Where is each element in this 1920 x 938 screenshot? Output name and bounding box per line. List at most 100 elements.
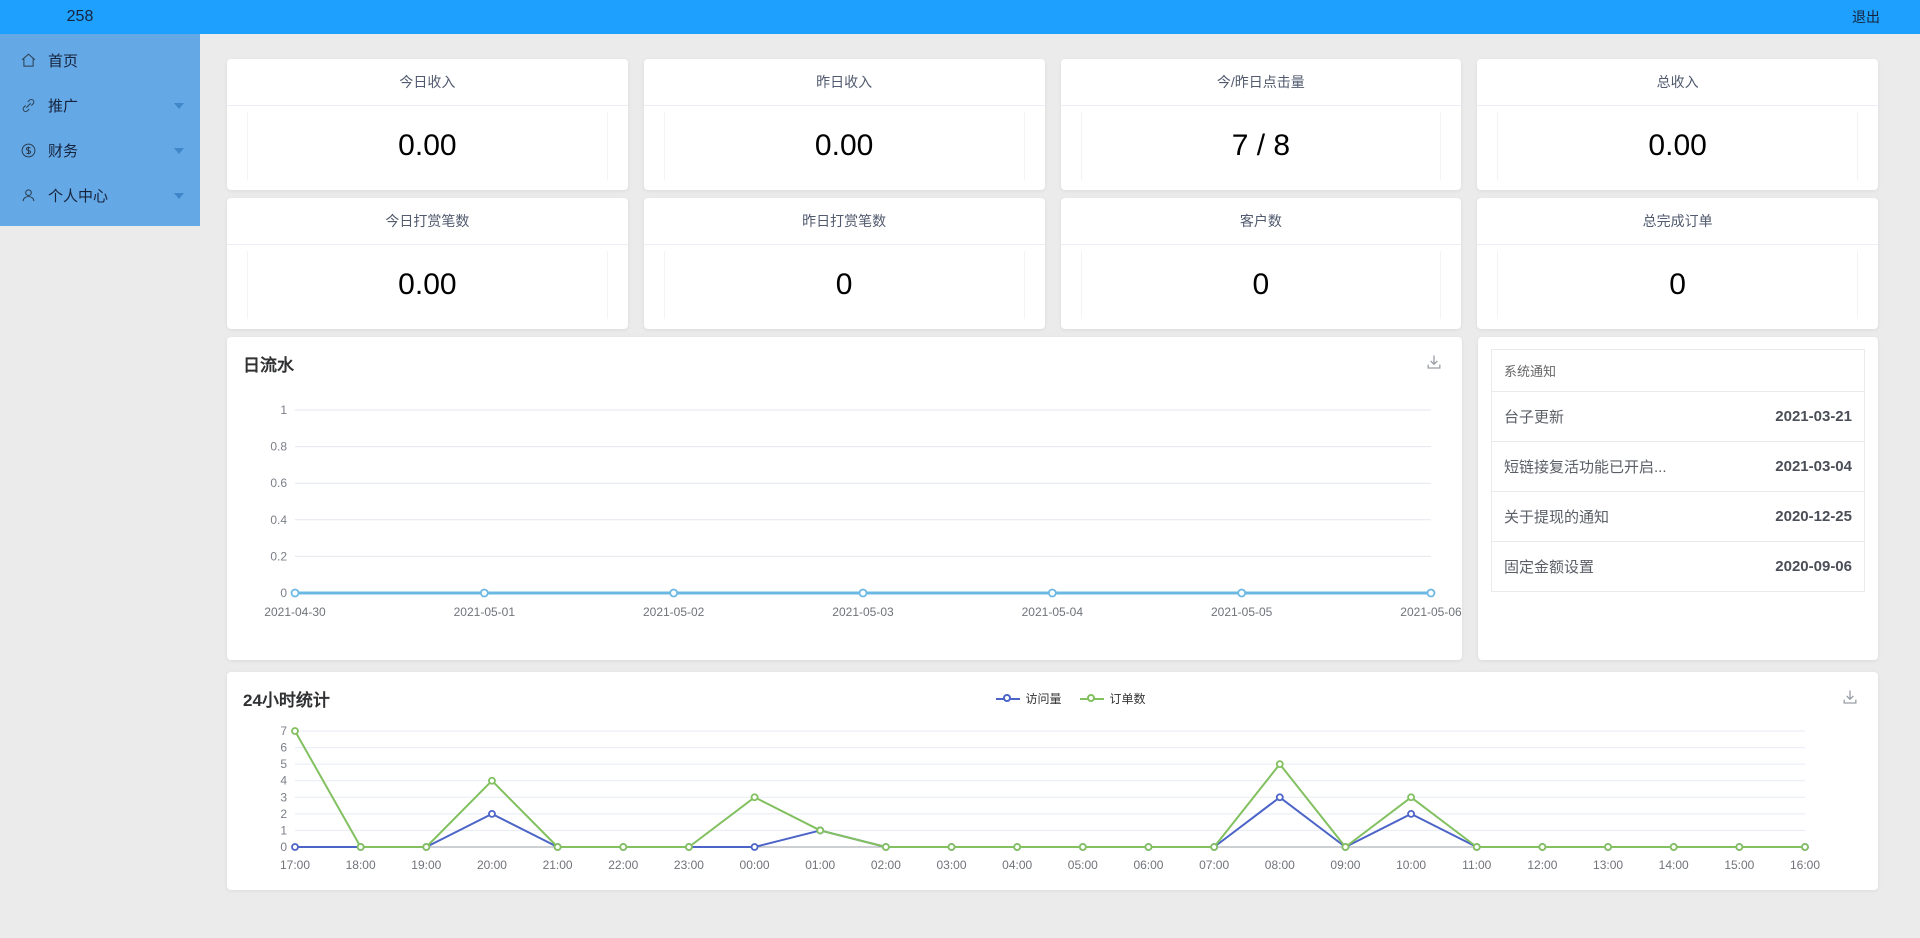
legend-item-orders[interactable]: 订单数: [1079, 690, 1146, 707]
notice-title: 固定金额设置: [1504, 559, 1595, 576]
daily-chart-title: 日流水: [243, 356, 294, 375]
sidebar-item-label: 个人中心: [48, 188, 109, 205]
svg-text:00:00: 00:00: [740, 858, 770, 872]
sidebar-item-finance[interactable]: 财务: [0, 128, 200, 173]
svg-text:2021-04-30: 2021-04-30: [264, 605, 326, 619]
stat-label: 客户数: [1060, 198, 1462, 245]
svg-text:0.2: 0.2: [270, 549, 287, 563]
download-icon[interactable]: [1424, 353, 1444, 378]
sidebar-item-label: 财务: [48, 143, 79, 160]
svg-text:22:00: 22:00: [608, 858, 638, 872]
stat-card-total-income: 总收入 0.00: [1477, 59, 1878, 190]
stat-label: 今/昨日点击量: [1060, 59, 1462, 106]
stat-card-yesterday-tips: 昨日打赏笔数 0: [643, 198, 1045, 329]
notice-row[interactable]: 台子更新 2021-03-21: [1492, 392, 1864, 442]
svg-text:04:00: 04:00: [1002, 858, 1032, 872]
svg-text:02:00: 02:00: [871, 858, 901, 872]
notice-row[interactable]: 固定金额设置 2020-09-06: [1492, 542, 1864, 591]
svg-text:1: 1: [280, 403, 287, 417]
svg-text:2: 2: [280, 807, 287, 821]
chevron-down-icon: [174, 147, 184, 154]
svg-text:2021-05-06: 2021-05-06: [1400, 605, 1462, 619]
svg-text:07:00: 07:00: [1199, 858, 1229, 872]
sidebar-item-label: 推广: [48, 98, 79, 115]
stat-value: 0.00: [398, 129, 457, 162]
daily-flow-card: 日流水 0 0.2 0.4 0.6 0.8 1 2021-04-30 2021-05-01 20…: [227, 337, 1462, 660]
hourly-stats-chart: 0 1 2 3 4 5 6 7 17:00 18:00 19:00 20:00 21:00 22:00 23…: [280, 724, 1820, 872]
svg-text:17:00: 17:00: [280, 858, 310, 872]
svg-text:5: 5: [280, 757, 287, 771]
svg-text:0: 0: [280, 586, 287, 600]
system-notice-card: 系统通知 台子更新 2021-03-21 短链接复活功能已开启... 2021-…: [1478, 337, 1878, 660]
svg-text:7: 7: [280, 724, 287, 738]
svg-text:20:00: 20:00: [477, 858, 507, 872]
svg-text:15:00: 15:00: [1724, 858, 1754, 872]
legend-label: 订单数: [1109, 692, 1146, 706]
sidebar-item-promotion[interactable]: 推广: [0, 83, 200, 128]
legend-label: 访问量: [1025, 692, 1062, 706]
notice-row[interactable]: 关于提现的通知 2020-12-25: [1492, 492, 1864, 542]
svg-text:2021-05-01: 2021-05-01: [454, 605, 516, 619]
svg-text:2021-05-02: 2021-05-02: [643, 605, 705, 619]
line-marker-icon: [995, 693, 1020, 704]
hourly-chart-title: 24小时统计: [243, 691, 330, 710]
svg-text:23:00: 23:00: [674, 858, 704, 872]
svg-text:0: 0: [280, 840, 287, 854]
stats-grid: 今日收入 0.00 昨日收入 0.00 今/昨日点击量 7 / 8 总收入 0.…: [227, 59, 1878, 329]
svg-text:0.8: 0.8: [270, 440, 287, 454]
stat-label: 总收入: [1477, 59, 1878, 106]
notice-title: 台子更新: [1504, 409, 1565, 426]
home-icon: [18, 51, 38, 71]
svg-text:6: 6: [280, 741, 287, 755]
stat-value: 0: [835, 268, 853, 301]
svg-text:01:00: 01:00: [805, 858, 835, 872]
svg-text:14:00: 14:00: [1659, 858, 1689, 872]
sidebar-item-home[interactable]: 首页: [0, 38, 200, 83]
svg-text:16:00: 16:00: [1790, 858, 1820, 872]
sidebar: 首页 推广 财务 个人中心: [0, 34, 200, 226]
stat-value: 0.00: [814, 129, 874, 162]
stat-label: 总完成订单: [1477, 198, 1878, 245]
link-icon: [18, 96, 38, 116]
stat-value: 0.00: [1648, 129, 1707, 162]
svg-text:0.6: 0.6: [270, 476, 287, 490]
main-content: 今日收入 0.00 昨日收入 0.00 今/昨日点击量 7 / 8 总收入 0.…: [200, 34, 1920, 938]
notice-title: 短链接复活功能已开启...: [1504, 459, 1667, 476]
legend-item-visits[interactable]: 访问量: [995, 690, 1062, 707]
svg-text:11:00: 11:00: [1462, 858, 1491, 872]
line-marker-icon: [1079, 693, 1104, 704]
stat-value: 0: [1669, 268, 1686, 301]
topbar: 258 退出: [0, 0, 1920, 34]
stat-card-clicks: 今/昨日点击量 7 / 8: [1060, 59, 1462, 190]
svg-text:19:00: 19:00: [411, 858, 441, 872]
stat-card-completed-orders: 总完成订单 0: [1477, 198, 1878, 329]
svg-text:18:00: 18:00: [346, 858, 376, 872]
svg-text:2021-05-04: 2021-05-04: [1022, 605, 1084, 619]
svg-text:0.4: 0.4: [270, 513, 287, 527]
notice-row[interactable]: 短链接复活功能已开启... 2021-03-04: [1492, 442, 1864, 492]
sidebar-item-profile[interactable]: 个人中心: [0, 173, 200, 218]
stat-value: 0.00: [398, 268, 457, 301]
stat-value: 0: [1252, 268, 1270, 301]
svg-text:03:00: 03:00: [937, 858, 967, 872]
svg-text:05:00: 05:00: [1068, 858, 1098, 872]
hourly-stats-card: 24小时统计 访问量 订单数 0 1 2 3 4 5 6 7 17:00 18:00 19:0: [227, 672, 1878, 890]
svg-text:1: 1: [280, 823, 287, 837]
svg-text:4: 4: [280, 774, 287, 788]
notice-table: 系统通知 台子更新 2021-03-21 短链接复活功能已开启... 2021-…: [1491, 349, 1865, 592]
finance-icon: [18, 141, 38, 161]
notice-date: 2021-03-04: [1775, 458, 1852, 475]
stat-card-customers: 客户数 0: [1060, 198, 1462, 329]
chevron-down-icon: [174, 102, 184, 109]
logout-button[interactable]: 退出: [1852, 9, 1880, 25]
notice-date: 2020-09-06: [1775, 558, 1852, 575]
stat-card-yesterday-income: 昨日收入 0.00: [643, 59, 1045, 190]
stat-label: 昨日收入: [643, 59, 1045, 106]
stat-value: 7 / 8: [1231, 129, 1291, 162]
chevron-down-icon: [174, 192, 184, 199]
stat-label: 昨日打赏笔数: [643, 198, 1045, 245]
svg-text:13:00: 13:00: [1593, 858, 1623, 872]
user-icon: [18, 186, 38, 206]
download-icon[interactable]: [1840, 688, 1860, 713]
